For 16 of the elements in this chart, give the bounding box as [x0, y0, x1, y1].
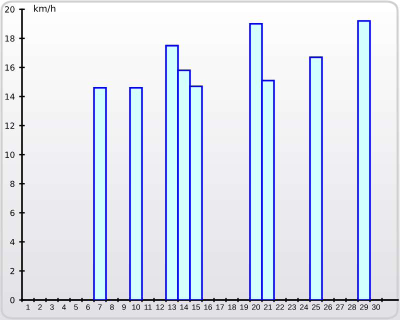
y-tick-label: 0: [10, 296, 14, 304]
y-tick-label: 18: [5, 35, 14, 42]
bar: [309, 56, 323, 300]
y-tick-label: 14: [5, 94, 15, 100]
bar: [93, 86, 107, 300]
y-tick-label: 12: [5, 122, 14, 129]
y-tick-label: 20: [5, 6, 14, 13]
y-tick-label: 6: [10, 210, 15, 216]
y-axis-title: km/h: [34, 4, 56, 13]
y-tick-label: 8: [10, 180, 14, 188]
bar: [129, 86, 143, 300]
bar: [357, 20, 371, 300]
y-tick-label: 16: [5, 64, 15, 71]
y-tick-label: 10: [5, 152, 14, 158]
y-tick-label: 2: [10, 268, 14, 274]
y-tick-label: 4: [10, 238, 15, 246]
